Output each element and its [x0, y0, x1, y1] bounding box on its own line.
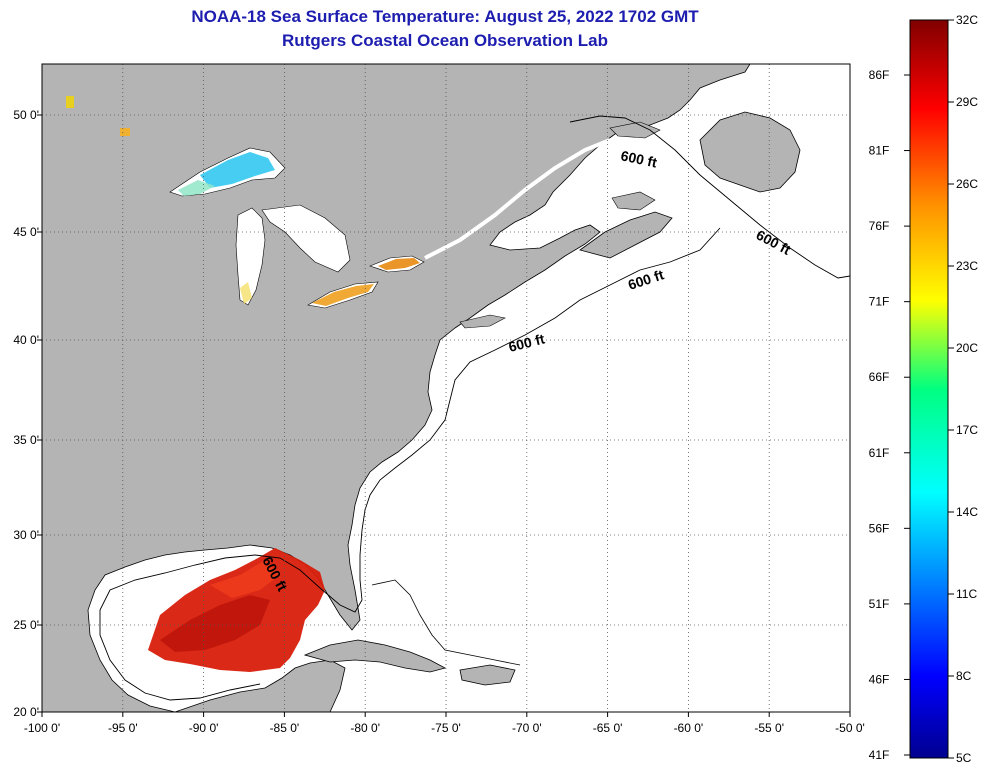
- newfoundland-land: [699, 111, 801, 193]
- sst-lake-superior: [178, 180, 215, 196]
- map-frame: [41, 63, 851, 713]
- sst-lake-michigan: [240, 282, 252, 304]
- longitude-label: -90 0': [189, 721, 219, 735]
- long-island-land: [459, 314, 506, 329]
- island-land: [611, 191, 656, 211]
- sst-small-lake: [66, 96, 74, 108]
- colorbar-fahrenheit-label: 76F: [869, 219, 890, 233]
- sst-lake-ontario: [378, 258, 420, 270]
- colorbar-fahrenheit-label: 86F: [869, 68, 890, 82]
- colorbar-celsius-label: 29C: [956, 95, 978, 109]
- colorbar-fahrenheit-label: 71F: [869, 295, 890, 309]
- map-title: NOAA-18 Sea Surface Temperature: August …: [191, 7, 699, 26]
- contour-600ft: [371, 579, 521, 666]
- longitude-label: -80 0': [350, 721, 380, 735]
- yucatan-land: [174, 659, 346, 712]
- sst-lake-erie: [312, 284, 374, 306]
- latitude-label: 25 0': [13, 618, 39, 632]
- colorbar-celsius-label: 14C: [956, 505, 978, 519]
- cuba-land: [303, 639, 447, 673]
- colorbar-celsius-label: 17C: [956, 423, 978, 437]
- latitude-label: 35 0': [13, 433, 39, 447]
- longitude-label: -65 0': [593, 721, 623, 735]
- graticule: [37, 64, 851, 717]
- longitude-label: -100 0': [24, 721, 60, 735]
- colorbar-labels: 32C 29C 26C 23C 20C 17C 14C 11C 8C 5C 86F 81F 76F 71F…: [869, 13, 979, 765]
- sst-gulf-warm: [210, 560, 280, 598]
- colorbar-celsius-label: 8C: [956, 669, 972, 683]
- contour-label: 600 ft: [619, 147, 658, 170]
- latitude-label: 30 0': [13, 528, 39, 542]
- colorbar-celsius-label: 20C: [956, 341, 978, 355]
- hispaniola-land: [459, 664, 516, 686]
- colorbar-celsius-label: 26C: [956, 177, 978, 191]
- longitude-label: -55 0': [754, 721, 784, 735]
- north-america-land: [42, 64, 751, 712]
- colorbar-fahrenheit-label: 46F: [869, 672, 890, 686]
- colorbar-celsius-label: 32C: [956, 13, 978, 27]
- latitude-label: 50 0': [13, 108, 39, 122]
- colorbar-fahrenheit-label: 56F: [869, 521, 890, 535]
- map-subtitle: Rutgers Coastal Ocean Observation Lab: [282, 31, 608, 50]
- latitude-label: 40 0': [13, 333, 39, 347]
- colorbar-celsius-label: 5C: [956, 751, 972, 765]
- sst-gulf-warm: [160, 595, 270, 652]
- colorbar: [909, 19, 949, 759]
- contour-600ft: [361, 227, 721, 531]
- colorbar-fahrenheit-label: 61F: [869, 446, 890, 460]
- lake-michigan: [235, 207, 266, 306]
- colorbar-celsius-label: 11C: [956, 587, 977, 601]
- longitude-label: -70 0': [512, 721, 542, 735]
- colorbar-fahrenheit-label: 41F: [869, 748, 890, 762]
- longitude-label: -60 0': [674, 721, 704, 735]
- latitude-label: 45 0': [13, 225, 39, 239]
- axis-labels: -100 0' -95 0' -90 0' -85 0' -80 0' -75 0' -70…: [13, 108, 864, 735]
- colorbar-celsius-label: 23C: [956, 259, 978, 273]
- nova-scotia-land: [579, 211, 673, 259]
- longitude-label: -75 0': [431, 721, 461, 735]
- colorbar-fahrenheit-label: 51F: [869, 597, 890, 611]
- contour-600ft: [569, 115, 850, 279]
- lake-huron: [261, 204, 351, 273]
- sst-lake-superior: [200, 152, 275, 188]
- sst-small-lake: [120, 128, 130, 136]
- longitude-label: -85 0': [270, 721, 300, 735]
- longitude-label: -50 0': [835, 721, 865, 735]
- longitude-label: -95 0': [108, 721, 138, 735]
- colorbar-fahrenheit-label: 66F: [869, 370, 890, 384]
- latitude-label: 20 0': [13, 705, 39, 719]
- st-lawrence-river: [424, 138, 611, 260]
- colorbar-fahrenheit-label: 81F: [869, 144, 890, 158]
- contour-600ft: [99, 529, 363, 701]
